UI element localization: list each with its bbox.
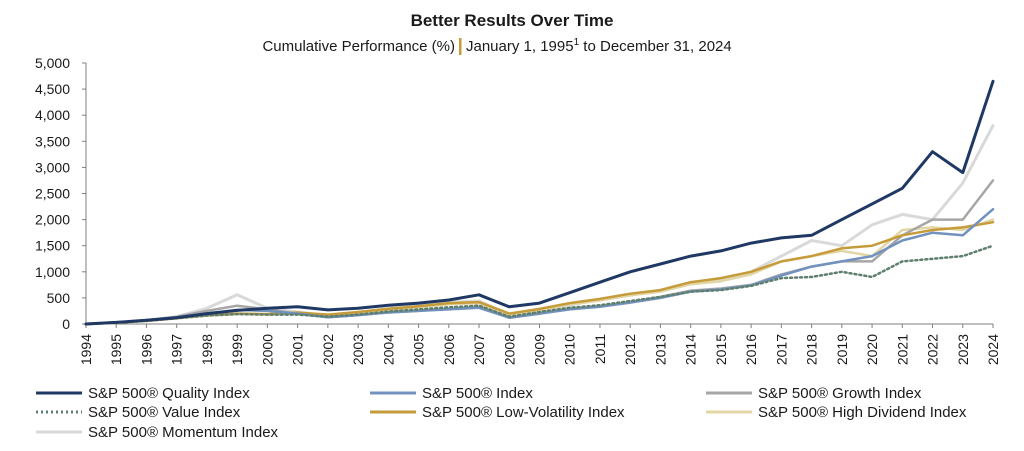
legend-item: S&P 500® Low-Volatility Index bbox=[370, 404, 625, 421]
x-tick-label: 2015 bbox=[713, 334, 729, 365]
x-tick-label: 2000 bbox=[259, 334, 275, 365]
legend-label: S&P 500® Index bbox=[422, 385, 533, 402]
x-tick-label: 1997 bbox=[169, 334, 185, 365]
series-line bbox=[84, 207, 995, 326]
y-axis: 0 500 1,000 1,500 2,000 2,500 3,000 3,500 4,000 4… bbox=[35, 55, 87, 332]
y-tick-label: 4,000 bbox=[35, 107, 70, 123]
x-tick-label: 2006 bbox=[441, 334, 457, 365]
legend-label: S&P 500® Value Index bbox=[88, 404, 241, 421]
y-tick-label: 3,000 bbox=[35, 159, 70, 175]
x-tick-label: 2008 bbox=[501, 334, 517, 365]
y-tick-label: 2,500 bbox=[35, 186, 70, 202]
y-tick-label: 4,500 bbox=[35, 81, 70, 97]
x-tick-label: 2020 bbox=[864, 334, 880, 365]
x-tick-label: 2012 bbox=[622, 334, 638, 365]
subtitle-footnote: 1 bbox=[574, 37, 580, 48]
legend-item: S&P 500® High Dividend Index bbox=[706, 404, 967, 421]
x-tick-label: 2009 bbox=[532, 334, 548, 365]
legend-label: S&P 500® Growth Index bbox=[758, 385, 922, 402]
legend: S&P 500® Quality Index S&P 500® Index S&P … bbox=[36, 385, 967, 441]
x-tick-label: 1999 bbox=[229, 334, 245, 365]
legend-item: S&P 500® Growth Index bbox=[706, 385, 922, 402]
y-tick-label: 3,500 bbox=[35, 133, 70, 149]
x-tick-label: 2023 bbox=[955, 334, 971, 365]
x-tick-label: 1995 bbox=[108, 334, 124, 365]
series-line bbox=[84, 244, 995, 326]
legend-label: S&P 500® Low-Volatility Index bbox=[422, 404, 625, 421]
x-tick-label: 2024 bbox=[985, 334, 1001, 365]
y-tick-label: 5,000 bbox=[35, 55, 70, 71]
x-tick-label: 2002 bbox=[320, 334, 336, 365]
x-tick-label: 2013 bbox=[652, 334, 668, 365]
plot-area bbox=[84, 79, 995, 326]
x-tick-label: 2007 bbox=[471, 334, 487, 365]
chart-title: Better Results Over Time bbox=[411, 11, 614, 30]
y-tick-label: 2,000 bbox=[35, 212, 70, 228]
legend-label: S&P 500® Quality Index bbox=[88, 385, 250, 402]
x-tick-label: 2014 bbox=[683, 334, 699, 365]
x-tick-label: 1998 bbox=[199, 334, 215, 365]
subtitle-left: Cumulative Performance (%) bbox=[262, 38, 455, 55]
legend-label: S&P 500® High Dividend Index bbox=[758, 404, 967, 421]
chart-subtitle: Cumulative Performance (%) January 1, 19… bbox=[262, 37, 732, 55]
x-tick-label: 2001 bbox=[290, 334, 306, 365]
legend-item: S&P 500® Value Index bbox=[36, 404, 241, 421]
x-tick-label: 2019 bbox=[834, 334, 850, 365]
x-tick-label: 2022 bbox=[925, 334, 941, 365]
x-tick-label: 2005 bbox=[411, 334, 427, 365]
y-tick-label: 500 bbox=[47, 290, 71, 306]
subtitle-divider bbox=[459, 38, 462, 55]
legend-item: S&P 500® Index bbox=[370, 385, 533, 402]
y-tick-label: 1,000 bbox=[35, 264, 70, 280]
legend-item: S&P 500® Quality Index bbox=[36, 385, 250, 402]
x-tick-label: 2010 bbox=[562, 334, 578, 365]
y-tick-label: 1,500 bbox=[35, 238, 70, 254]
x-tick-label: 2017 bbox=[773, 334, 789, 365]
subtitle-right: January 1, 19951 to December 31, 2024 bbox=[466, 37, 732, 55]
x-tick-label: 2004 bbox=[380, 334, 396, 365]
subtitle-date-start: January 1, 1995 bbox=[466, 38, 574, 55]
x-tick-label: 2018 bbox=[804, 334, 820, 365]
subtitle-date-end: to December 31, 2024 bbox=[579, 38, 732, 55]
y-tick-label: 0 bbox=[62, 316, 70, 332]
legend-label: S&P 500® Momentum Index bbox=[88, 424, 279, 441]
x-tick-label: 2021 bbox=[894, 334, 910, 365]
series-line bbox=[84, 124, 995, 326]
x-tick-label: 2011 bbox=[592, 334, 608, 364]
x-tick-label: 2016 bbox=[743, 334, 759, 365]
x-axis: 1994 1995 1996 1997 1998 1999 2000 2001 2002 2003… bbox=[78, 323, 1001, 365]
x-tick-label: 2003 bbox=[350, 334, 366, 365]
x-tick-label: 1996 bbox=[138, 334, 154, 365]
series-line bbox=[84, 79, 995, 326]
x-tick-label: 1994 bbox=[78, 334, 94, 365]
legend-item: S&P 500® Momentum Index bbox=[36, 424, 279, 441]
